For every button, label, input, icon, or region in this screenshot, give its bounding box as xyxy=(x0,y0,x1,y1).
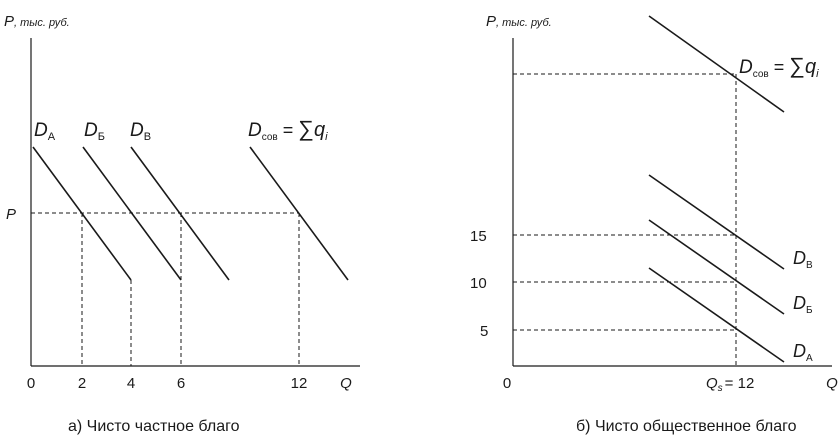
right-label-d-v: DВ xyxy=(793,248,813,271)
right-curve-d-a xyxy=(648,267,785,363)
left-label-d-a: DА xyxy=(34,120,56,143)
left-caption: а) Чисто частное благо xyxy=(68,418,240,435)
right-label-d-a: DА xyxy=(793,341,813,364)
right-y-tick-15: 15 xyxy=(470,228,487,245)
right-curve-d-b xyxy=(648,219,785,315)
left-x-tick-12: 12 xyxy=(291,375,308,392)
right-curve-d-total xyxy=(648,15,785,113)
left-label-d-v: DВ xyxy=(130,120,151,143)
left-label-d-b: DБ xyxy=(84,120,105,143)
right-panel: P, тыс. руб. 15 10 5 0 Q Qs = 12 Dсов = ∑… xyxy=(470,13,838,435)
right-x-axis-label: Q xyxy=(826,375,838,392)
right-origin: 0 xyxy=(503,375,511,392)
left-x-tick-4: 4 xyxy=(127,375,135,392)
left-x-tick-0: 0 xyxy=(27,375,35,392)
right-y-tick-5: 5 xyxy=(480,323,488,340)
right-y-axis-label: P, тыс. руб. xyxy=(486,13,552,30)
left-x-tick-2: 2 xyxy=(78,375,86,392)
left-x-tick-6: 6 xyxy=(177,375,185,392)
left-label-d-total: Dсов = ∑qi xyxy=(248,116,328,143)
left-x-axis-label: Q xyxy=(340,375,352,392)
right-label-d-b: DБ xyxy=(793,293,813,316)
right-caption: б) Чисто общественное благо xyxy=(576,418,797,435)
right-qs-label: Qs = 12 xyxy=(706,375,754,394)
left-y-axis-label: P, тыс. руб. xyxy=(4,13,70,30)
right-curve-d-v xyxy=(648,174,785,270)
right-y-tick-10: 10 xyxy=(470,275,487,292)
left-p-tick: P xyxy=(6,206,16,223)
right-label-d-total: Dсов = ∑qi xyxy=(739,53,819,80)
left-panel: P, тыс. руб. P 0 2 4 6 12 Q DА DБ DВ xyxy=(4,13,360,435)
